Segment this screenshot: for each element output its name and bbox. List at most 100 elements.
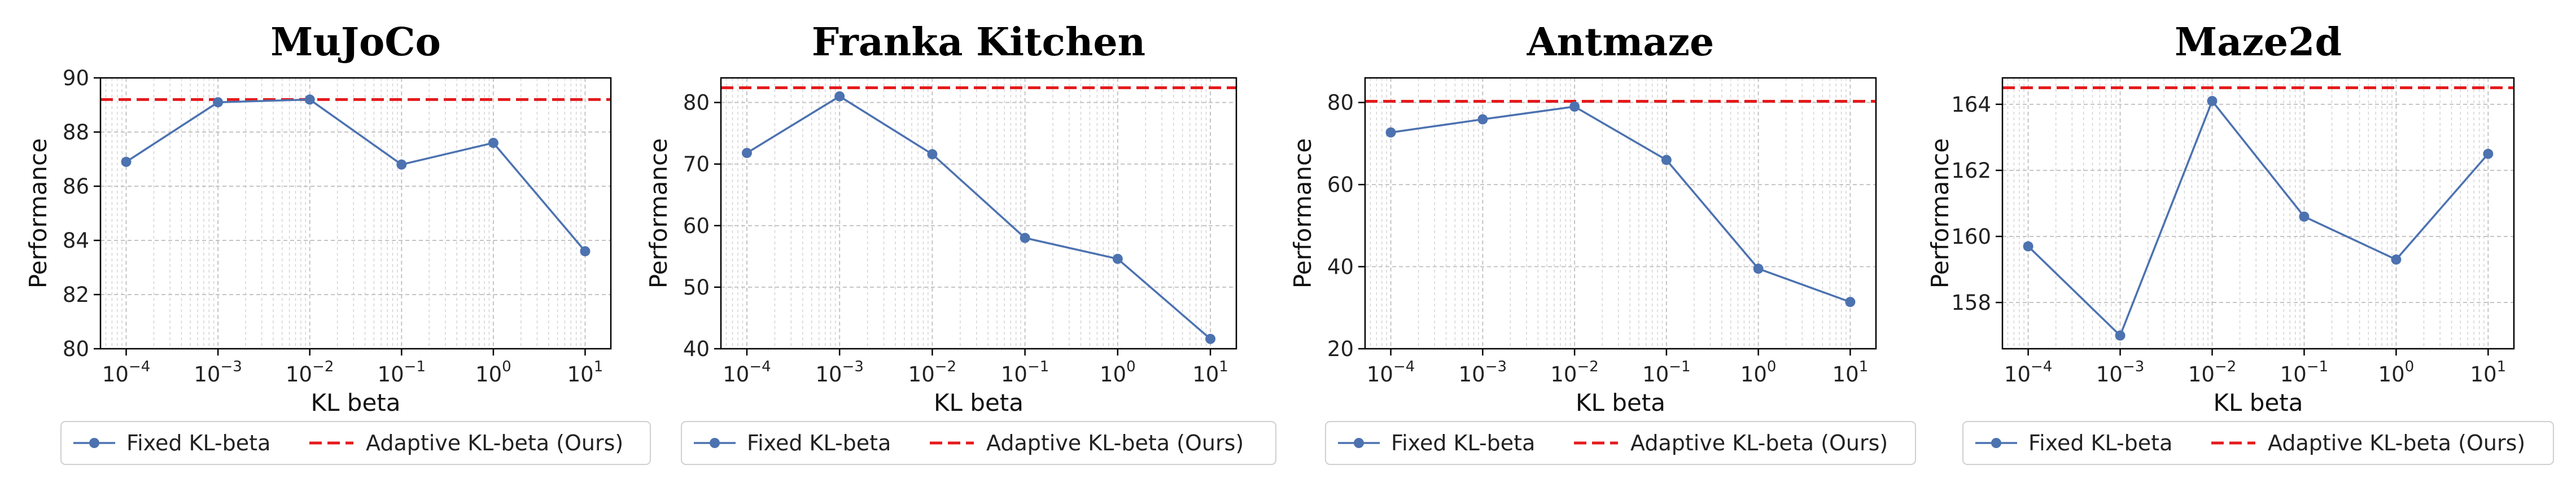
fixed-data-point [1112,253,1123,264]
x-tick-label: 10−1 [1001,358,1049,387]
legend: Fixed KL-beta Adaptive KL-beta (Ours) [1962,421,2554,465]
y-tick-label: 80 [63,337,89,361]
x-tick-label: 10−1 [2280,358,2328,387]
legend-fixed-label: Fixed KL-beta [126,431,270,455]
x-axis-label: KL beta [311,389,401,416]
y-tick-label: 80 [683,91,710,115]
y-tick-label: 70 [683,152,710,177]
fixed-data-point [213,97,224,108]
chart-0: 10−4 10−3 10−2 10−1 100 101 80 82 84 86 88 90 MuJoCo… [24,20,651,465]
fixed-data-point [396,159,407,170]
x-tick-label: 100 [1740,358,1777,387]
y-axis-label: Performance [645,138,672,288]
fixed-series-line [746,95,1212,340]
x-tick-label: 10−3 [194,358,242,387]
chart-title: Maze2d [2175,20,2342,65]
x-tick-label: 10−1 [378,358,426,387]
y-tick-label: 84 [63,229,89,253]
y-tick-label: 82 [63,283,89,307]
y-tick-label: 88 [63,120,89,144]
legend-box [1325,421,1916,465]
legend: Fixed KL-beta Adaptive KL-beta (Ours) [1325,421,1916,465]
y-tick-label: 40 [1327,255,1354,279]
y-tick-label: 90 [63,66,89,90]
fixed-data-point [2023,241,2033,252]
y-axis-label: Performance [24,138,52,288]
fixed-data-point [2299,211,2310,222]
x-axis-label: KL beta [2214,389,2303,416]
fixed-data-point [2391,254,2402,265]
fixed-data-point [741,148,752,159]
fixed-data-point [1020,232,1030,243]
x-tick-label: 10−2 [286,358,334,387]
x-axis-label: KL beta [934,389,1024,416]
legend-adaptive-label: Adaptive KL-beta (Ours) [2268,431,2525,455]
fixed-data-point [304,94,315,105]
x-tick-label: 100 [2378,358,2415,387]
plot-frame [2001,77,2515,350]
legend: Fixed KL-beta Adaptive KL-beta (Ours) [681,421,1276,465]
legend-fixed-marker [710,438,720,448]
chart-title: Franka Kitchen [812,20,1145,65]
fixed-data-point [2207,95,2218,106]
y-tick-label: 80 [1327,91,1354,115]
chart-title: Antmaze [1527,20,1715,65]
x-tick-label: 10−4 [1367,358,1415,387]
legend-adaptive-label: Adaptive KL-beta (Ours) [366,431,623,455]
fixed-data-point [580,246,591,257]
chart-3: 10−4 10−3 10−2 10−1 100 101 158 160 162 164 Maze2d… [1926,20,2554,465]
fixed-data-point [1753,264,1764,274]
fixed-data-point [1477,114,1488,125]
x-tick-label: 10−2 [1550,358,1598,387]
x-axis-label: KL beta [1576,389,1665,416]
x-tick-label: 10−1 [1642,358,1690,387]
legend-fixed-label: Fixed KL-beta [1391,431,1535,455]
fixed-data-point [1845,297,1856,308]
fixed-data-point [121,156,132,167]
x-tick-label: 10−3 [2096,358,2144,387]
y-tick-label: 50 [683,275,710,300]
legend-fixed-marker [89,438,99,448]
fixed-data-point [1569,101,1580,112]
fixed-data-point [1385,127,1396,138]
legend-box [1962,421,2554,465]
plot-frame [1364,77,1877,350]
x-tick-label: 10−3 [815,358,863,387]
x-tick-label: 100 [475,358,511,387]
legend-box [681,421,1276,465]
x-tick-label: 101 [1192,358,1228,387]
fixed-series-line [2027,99,2489,337]
legend-fixed-marker [1991,438,2001,448]
y-tick-label: 158 [1951,291,1991,315]
x-tick-label: 101 [567,358,603,387]
y-axis-label: Performance [1289,138,1317,288]
x-tick-label: 10−4 [2004,358,2052,387]
legend-adaptive-label: Adaptive KL-beta (Ours) [986,431,1244,455]
fixed-series-line [125,98,586,252]
y-tick-label: 162 [1951,159,1991,183]
chart-1: 10−4 10−3 10−2 10−1 100 101 40 50 60 70 80 Franka K… [645,20,1276,465]
legend: Fixed KL-beta Adaptive KL-beta (Ours) [60,421,651,465]
fixed-data-point [2483,148,2494,159]
x-tick-label: 101 [1832,358,1869,387]
x-tick-label: 100 [1100,358,1136,387]
y-tick-label: 60 [1327,173,1354,197]
legend-fixed-label: Fixed KL-beta [747,431,891,455]
fixed-data-point [1661,155,1672,165]
x-tick-label: 10−3 [1459,358,1507,387]
chart-2: 10−4 10−3 10−2 10−1 100 101 20 40 60 80 Antmaze KL … [1289,20,1916,465]
plot-frame [99,77,612,350]
plot-frame [720,77,1237,350]
fixed-data-point [488,138,498,148]
y-tick-label: 60 [683,214,710,238]
y-tick-label: 20 [1327,337,1354,361]
fixed-series-line [1390,106,1851,303]
x-tick-label: 101 [2470,358,2507,387]
legend-fixed-label: Fixed KL-beta [2028,431,2172,455]
y-tick-label: 164 [1951,93,1991,117]
y-tick-label: 160 [1951,225,1991,249]
x-tick-label: 10−2 [908,358,956,387]
x-tick-label: 10−2 [2188,358,2236,387]
